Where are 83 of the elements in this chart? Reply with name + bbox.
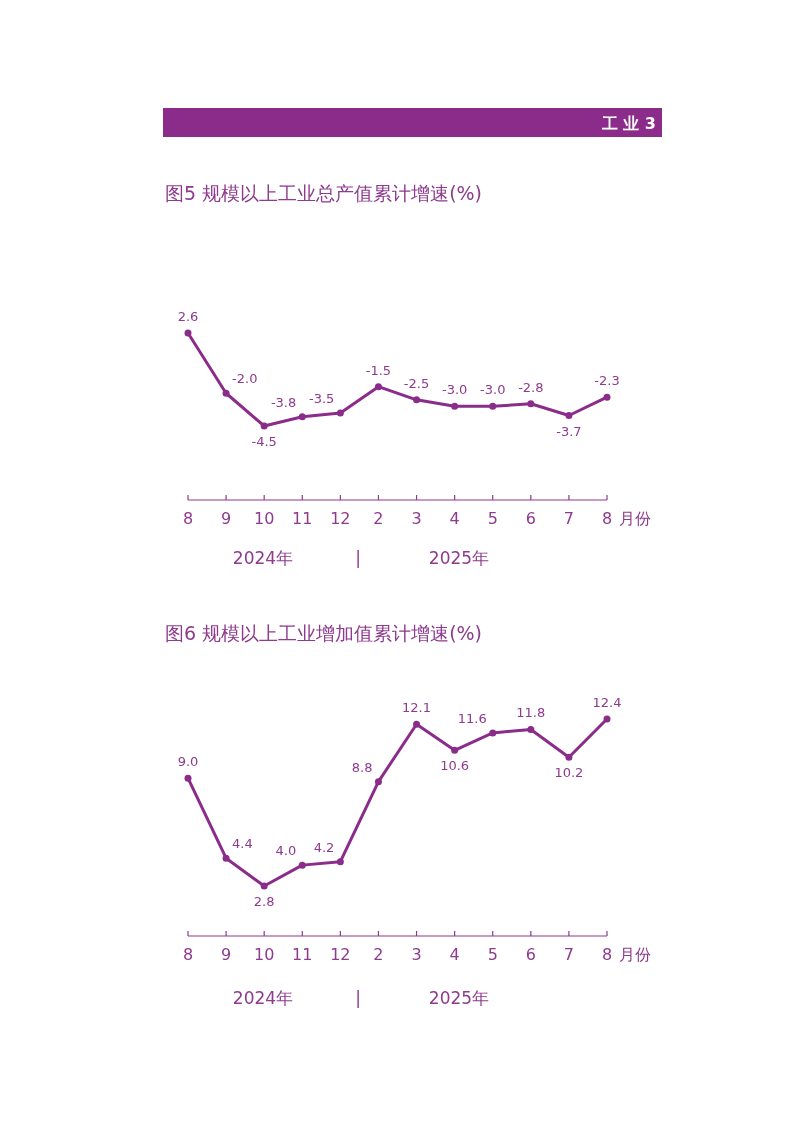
- point: [260, 422, 268, 430]
- x-tick-label: 7: [563, 945, 574, 964]
- data-label: -3.0: [480, 382, 506, 398]
- point: [336, 858, 344, 866]
- x-axis-title: 月份: [619, 509, 651, 528]
- x-tick-label: 11: [292, 509, 313, 528]
- data-label: 11.8: [516, 705, 546, 721]
- x-tick-label: 4: [449, 509, 460, 528]
- data-label: -2.3: [594, 373, 620, 389]
- data-label: -1.5: [365, 362, 392, 378]
- point: [489, 402, 497, 410]
- point: [374, 778, 382, 786]
- point: [603, 393, 611, 401]
- data-label: -3.7: [556, 423, 582, 439]
- data-label: -3.8: [270, 394, 297, 410]
- data-label: -3.0: [441, 382, 468, 398]
- text: 2024年: [232, 548, 294, 568]
- data-label: 4.2: [313, 839, 335, 855]
- point: [260, 882, 268, 890]
- point: [336, 409, 344, 417]
- point: [565, 753, 573, 761]
- point: [184, 329, 192, 337]
- x-tick-label: 3: [411, 509, 422, 528]
- data-label: 9.0: [177, 754, 199, 770]
- data-label: 11.6: [457, 710, 487, 726]
- x-tick-label: 11: [292, 945, 313, 964]
- x-tick-label: 12: [330, 945, 351, 964]
- data-label: -2.8: [518, 379, 544, 395]
- x-tick-label: 7: [563, 509, 574, 528]
- point: [527, 400, 535, 408]
- x-tick-label: 12: [330, 509, 351, 528]
- x-tick-label: 6: [525, 945, 536, 964]
- x-tick-label: 8: [601, 945, 613, 964]
- text: 工 业 3: [600, 114, 656, 133]
- data-label: 12.4: [592, 695, 622, 710]
- point: [527, 725, 535, 733]
- point: [603, 715, 611, 723]
- data-label: 10.2: [554, 765, 584, 781]
- point: [184, 774, 192, 782]
- text: |: [355, 548, 361, 568]
- text: 2025年: [428, 548, 490, 568]
- data-label: 2.6: [177, 309, 199, 324]
- x-tick-label: 8: [182, 509, 194, 528]
- chart-title: 图5 规模以上工业总产值累计增速(%): [165, 182, 483, 204]
- x-tick-label: 5: [487, 945, 498, 964]
- x-tick-label: 10: [254, 945, 275, 964]
- point: [489, 729, 497, 737]
- point: [413, 396, 421, 404]
- x-tick-label: 6: [525, 509, 536, 528]
- point: [565, 412, 573, 420]
- point: [222, 854, 230, 862]
- point: [298, 861, 306, 869]
- point: [413, 720, 421, 728]
- x-tick-label: 2: [373, 509, 384, 528]
- x-tick-label: 3: [411, 945, 422, 964]
- x-tick-label: 9: [221, 945, 232, 964]
- data-label: -2.5: [403, 375, 430, 391]
- data-label: 8.8: [351, 759, 373, 775]
- chart-title: 图6 规模以上工业增加值累计增速(%): [165, 622, 483, 644]
- data-label: 2.8: [253, 894, 275, 909]
- data-label: 4.4: [232, 836, 253, 852]
- x-tick-label: 5: [487, 509, 498, 528]
- data-label: 10.6: [440, 758, 470, 774]
- data-label: 12.1: [402, 700, 432, 716]
- data-label: -2.0: [232, 371, 258, 387]
- x-tick-label: 10: [254, 509, 275, 528]
- x-tick-label: 8: [182, 945, 194, 964]
- text: |: [355, 988, 361, 1008]
- x-tick-label: 4: [449, 945, 460, 964]
- text: 2025年: [428, 988, 490, 1008]
- point: [222, 389, 230, 397]
- point: [298, 413, 306, 421]
- x-tick-label: 9: [221, 509, 232, 528]
- x-axis-title: 月份: [619, 945, 651, 964]
- point: [451, 402, 459, 410]
- point: [451, 746, 459, 754]
- x-tick-label: 8: [601, 509, 613, 528]
- text: 2024年: [232, 988, 294, 1008]
- data-label: -4.5: [251, 434, 277, 449]
- x-tick-label: 2: [373, 945, 384, 964]
- point: [374, 383, 382, 391]
- data-label: 4.0: [275, 843, 297, 859]
- data-label: -3.5: [308, 390, 335, 406]
